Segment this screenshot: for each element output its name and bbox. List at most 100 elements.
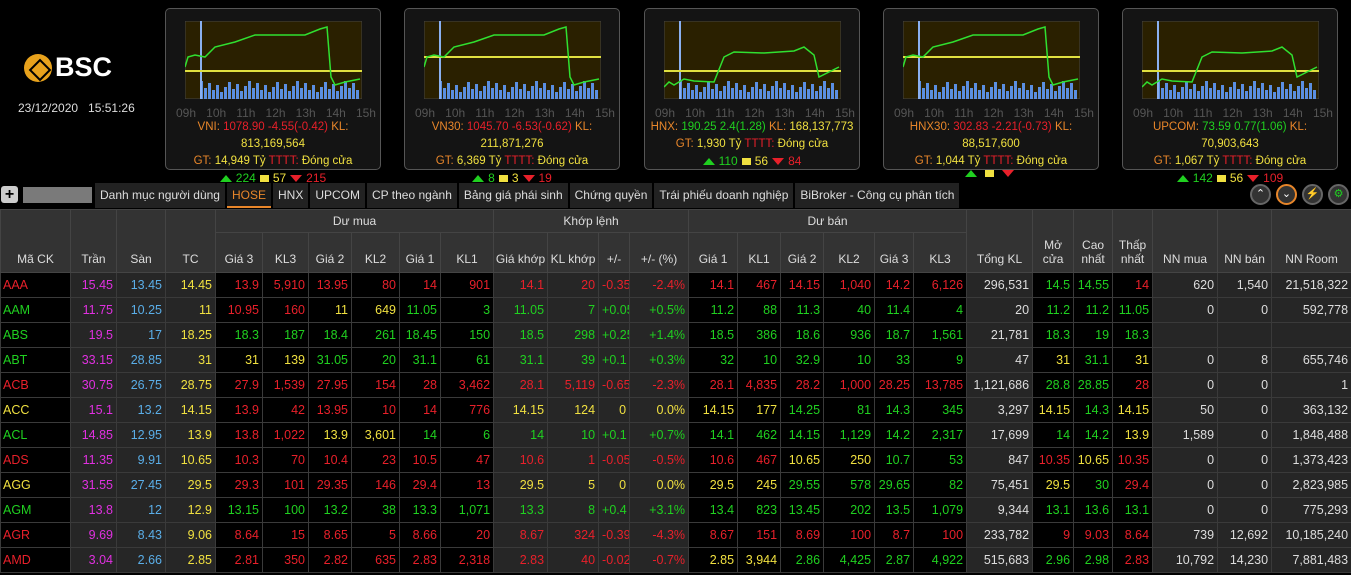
symbol-cell[interactable]: AMD bbox=[0, 547, 71, 573]
price-cell: 19 bbox=[1073, 322, 1114, 348]
column-header[interactable]: Giá 2 bbox=[780, 232, 825, 273]
gt-label: GT: bbox=[914, 155, 933, 167]
price-cell: 13.45 bbox=[116, 272, 166, 298]
tttt-label: TTTT: bbox=[744, 138, 775, 150]
tab-8[interactable]: BiBroker - Công cụ phân tích bbox=[795, 183, 960, 208]
tab-4[interactable]: CP theo ngành bbox=[367, 183, 457, 208]
price-cell: 467 bbox=[737, 447, 782, 473]
table-row[interactable]: ACL 14.85 12.95 13.9 13.8 1,022 13.9 3,601 14 6 14… bbox=[0, 422, 1351, 448]
symbol-cell[interactable]: AGR bbox=[0, 522, 71, 548]
column-header[interactable]: Cao nhất bbox=[1073, 209, 1114, 273]
symbol-cell[interactable]: ACC bbox=[0, 397, 71, 423]
column-header[interactable]: Mở cửa bbox=[1032, 209, 1075, 273]
index-panel[interactable]: 09h 10h 11h 12h 13h 14h 15h VN30: 1045.70 -6.5… bbox=[404, 8, 620, 185]
column-header[interactable]: Giá khớp bbox=[493, 232, 549, 273]
symbol-cell[interactable]: AGM bbox=[0, 497, 71, 523]
price-cell: 75,451 bbox=[966, 472, 1034, 498]
column-header[interactable]: Mã CK bbox=[0, 209, 71, 273]
column-header[interactable]: +/- (%) bbox=[629, 232, 690, 273]
symbol-cell[interactable]: ACL bbox=[0, 422, 71, 448]
price-cell: 2.96 bbox=[1032, 547, 1075, 573]
tab-6[interactable]: Chứng quyền bbox=[569, 183, 653, 208]
table-row[interactable]: AGM 13.8 12 12.9 13.15 100 13.2 38 13.3 1,071 13.3… bbox=[0, 497, 1351, 523]
bsc-logo[interactable]: BSC bbox=[24, 52, 112, 83]
table-row[interactable]: ABT 33.15 28.85 31 31 139 31.05 20 31.1 61 31.1 39 +… bbox=[0, 347, 1351, 373]
column-header[interactable]: KL1 bbox=[439, 232, 495, 273]
column-header[interactable]: NN mua bbox=[1152, 209, 1219, 273]
column-header[interactable]: Giá 2 bbox=[308, 232, 352, 273]
column-header[interactable]: NN Room bbox=[1271, 209, 1351, 273]
tab-5[interactable]: Bảng giá phái sinh bbox=[458, 183, 568, 208]
index-panel[interactable]: 09h 10h 11h 12h 13h 14h 15h UPCOM: 73.59 0.77(… bbox=[1122, 8, 1338, 185]
column-header[interactable]: KL2 bbox=[351, 232, 400, 273]
decliners-count: 84 bbox=[788, 154, 802, 168]
symbol-cell[interactable]: ABS bbox=[0, 322, 71, 348]
column-header[interactable]: NN bán bbox=[1217, 209, 1273, 273]
table-row[interactable]: AAA 15.45 13.45 14.45 13.9 5,910 13.95 80 14 901 1… bbox=[0, 272, 1351, 298]
lightning-icon[interactable]: ⚡ bbox=[1302, 184, 1323, 205]
price-cell: 11.2 bbox=[1073, 297, 1114, 323]
table-row[interactable]: AMD 3.04 2.66 2.85 2.81 350 2.82 635 2.83 2,318 2.… bbox=[0, 547, 1351, 573]
index-panel[interactable]: 09h 10h 11h 12h 13h 14h 15h HNX30: 302.83 -2.2… bbox=[883, 8, 1099, 177]
table-row[interactable]: ACC 15.1 13.2 14.15 13.9 42 13.95 10 14 776 14.15 1… bbox=[0, 397, 1351, 423]
chevron-down-icon[interactable]: ⌄ bbox=[1276, 184, 1297, 205]
column-header[interactable]: Thấp nhất bbox=[1112, 209, 1154, 273]
table-row[interactable]: ABS 19.5 17 18.25 18.3 187 18.4 261 18.45 150 18.5… bbox=[0, 322, 1351, 348]
table-row[interactable]: ACB 30.75 26.75 28.75 27.9 1,539 27.95 154 28 3,4… bbox=[0, 372, 1351, 398]
symbol-cell[interactable]: ABT bbox=[0, 347, 71, 373]
price-cell: 0 bbox=[1217, 422, 1273, 448]
column-header[interactable]: Giá 1 bbox=[399, 232, 441, 273]
kl-label: KL: bbox=[574, 121, 593, 133]
price-cell: 29.65 bbox=[874, 472, 915, 498]
column-header[interactable]: +/- bbox=[598, 232, 631, 273]
price-cell: 27.9 bbox=[215, 372, 263, 398]
price-cell: 177 bbox=[737, 397, 782, 423]
column-header[interactable]: Giá 1 bbox=[688, 232, 739, 273]
table-row[interactable]: AGR 9.69 8.43 9.06 8.64 15 8.65 5 8.66 20 8.67 324-… bbox=[0, 522, 1351, 548]
column-header[interactable]: Giá 3 bbox=[215, 232, 263, 273]
chevron-up-icon[interactable]: ⌃ bbox=[1250, 184, 1271, 205]
add-icon[interactable]: + bbox=[1, 186, 18, 203]
price-cell: 14.45 bbox=[165, 272, 216, 298]
index-panel[interactable]: 09h 10h 11h 12h 13h 14h 15h HNX: 190.25 2.4(1.… bbox=[644, 8, 860, 170]
column-header[interactable]: Giá 3 bbox=[874, 232, 915, 273]
price-cell: 10.95 bbox=[215, 297, 263, 323]
price-cell: 13.1 bbox=[1112, 497, 1154, 523]
market-status: Đóng cửa bbox=[1255, 155, 1307, 167]
table-row[interactable]: AAM 11.75 10.25 11 10.95 160 11 649 11.05 3 11.05 7… bbox=[0, 297, 1351, 323]
table-row[interactable]: AGG 31.55 27.45 29.5 29.3 101 29.35 146 29.4 13 29… bbox=[0, 472, 1351, 498]
symbol-cell[interactable]: AAM bbox=[0, 297, 71, 323]
column-header[interactable]: Trần bbox=[70, 209, 117, 273]
price-cell: -0.39 bbox=[598, 522, 631, 548]
column-header[interactable]: KL khớp bbox=[547, 232, 600, 273]
column-header[interactable]: KL2 bbox=[823, 232, 876, 273]
index-panel[interactable]: 09h 10h 11h 12h 13h 14h 15h VNI: 1078.90 -4.55… bbox=[165, 8, 381, 185]
table-row[interactable]: ADS 11.35 9.91 10.65 10.3 70 10.4 23 10.5 47 10.6 1… bbox=[0, 447, 1351, 473]
tab-2[interactable]: HNX bbox=[273, 183, 309, 208]
price-cell: 3,297 bbox=[966, 397, 1034, 423]
price-cell: 10.35 bbox=[1032, 447, 1075, 473]
price-cell: 11 bbox=[308, 297, 352, 323]
tab-0[interactable]: Danh mục người dùng bbox=[95, 183, 225, 208]
symbol-cell[interactable]: ACB bbox=[0, 372, 71, 398]
tab-7[interactable]: Trái phiếu doanh nghiệp bbox=[654, 183, 794, 208]
column-header[interactable]: Sàn bbox=[116, 209, 166, 273]
price-cell: 9 bbox=[1032, 522, 1075, 548]
index-volume: 211,871,276 bbox=[480, 138, 544, 150]
price-cell: 345 bbox=[913, 397, 968, 423]
column-header[interactable]: KL3 bbox=[913, 232, 968, 273]
gear-icon[interactable]: ⚙ bbox=[1328, 184, 1349, 205]
column-header[interactable]: TC bbox=[165, 209, 216, 273]
symbol-cell[interactable]: ADS bbox=[0, 447, 71, 473]
price-cell: 2.85 bbox=[688, 547, 739, 573]
symbol-cell[interactable]: AAA bbox=[0, 272, 71, 298]
column-header[interactable]: KL3 bbox=[262, 232, 309, 273]
symbol-cell[interactable]: AGG bbox=[0, 472, 71, 498]
price-cell: 11.05 bbox=[493, 297, 549, 323]
tab-1[interactable]: HOSE bbox=[226, 183, 271, 208]
column-header[interactable]: Tổng KL bbox=[966, 209, 1034, 273]
symbol-search-input[interactable] bbox=[23, 187, 92, 203]
price-cell: 14.3 bbox=[874, 397, 915, 423]
column-header[interactable]: KL1 bbox=[737, 232, 782, 273]
tab-3[interactable]: UPCOM bbox=[310, 183, 366, 208]
